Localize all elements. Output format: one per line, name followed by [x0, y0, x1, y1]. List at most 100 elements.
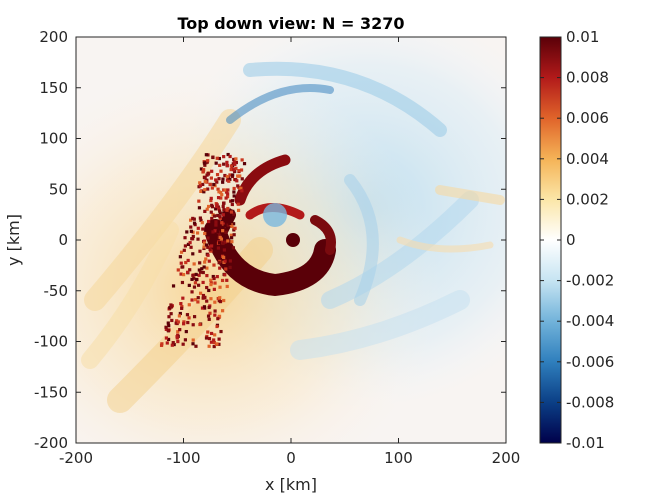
particle [189, 229, 194, 233]
particle [216, 196, 221, 200]
particle [218, 215, 222, 219]
particle [178, 255, 182, 259]
particle [180, 280, 185, 285]
y-tick-label: 50 [49, 180, 68, 198]
particle [217, 190, 221, 194]
particle [165, 341, 169, 345]
particle [226, 188, 230, 192]
particle [226, 192, 230, 196]
particle [193, 281, 197, 285]
particle [213, 281, 217, 285]
particle [206, 204, 211, 209]
particle [201, 270, 205, 275]
colorbar-tick-label: 0.01 [566, 28, 599, 46]
particle [218, 241, 222, 245]
particle [215, 342, 219, 346]
y-tick-label: 150 [39, 79, 68, 97]
particle [220, 278, 225, 283]
particle [211, 230, 215, 234]
particle [207, 288, 211, 293]
particle [229, 199, 233, 203]
particle [219, 190, 223, 195]
particle [233, 162, 237, 166]
particle [229, 233, 233, 237]
particle [220, 221, 224, 225]
particle [183, 338, 188, 342]
particle [192, 262, 196, 266]
y-tick-label: -50 [44, 282, 69, 300]
particle [201, 182, 205, 187]
particle [209, 210, 213, 214]
particle [216, 205, 220, 209]
particle [194, 272, 198, 277]
particle [212, 263, 216, 267]
y-tick-label: 0 [58, 231, 68, 249]
particle [164, 325, 168, 329]
particle [216, 317, 220, 321]
particle [234, 157, 238, 161]
colorbar-tick-label: 0.006 [566, 109, 609, 127]
particle [236, 202, 240, 206]
particle [190, 298, 194, 302]
particle [214, 223, 218, 227]
particle [217, 156, 221, 161]
particle [203, 231, 207, 236]
particle [215, 275, 219, 279]
particle [210, 169, 214, 173]
chart-title: Top down view: N = 3270 [178, 14, 405, 33]
particle [228, 221, 232, 226]
particle [218, 266, 222, 270]
colorbar-tick-label: -0.008 [566, 393, 614, 411]
particle [232, 222, 236, 226]
particle [204, 336, 209, 340]
particle [218, 211, 222, 215]
particle [191, 230, 195, 234]
y-tick-label: 200 [39, 28, 68, 46]
particle [227, 208, 232, 212]
particle [202, 245, 206, 249]
particle [210, 244, 214, 248]
particle [189, 218, 193, 222]
colorbar-ticks: -0.01 -0.008 -0.006 -0.004 -0.002 0 0.002 0.004… [540, 28, 614, 452]
eye [263, 203, 287, 227]
colorbar-tick-label: 0.004 [566, 150, 609, 168]
particle [191, 216, 195, 221]
particle [208, 247, 212, 251]
particle [203, 188, 207, 192]
particle [217, 314, 222, 318]
particle [176, 330, 180, 334]
particle [189, 245, 193, 249]
particle [198, 322, 202, 327]
particle [222, 188, 226, 192]
particle [209, 278, 213, 282]
particle [202, 305, 207, 309]
particle [209, 281, 213, 285]
particle [212, 338, 216, 342]
particle [209, 282, 213, 287]
particle [186, 242, 191, 246]
particle [169, 305, 174, 309]
particle [179, 302, 183, 306]
particle [179, 272, 183, 276]
particle [232, 157, 236, 162]
particle [202, 190, 206, 194]
particle [217, 299, 221, 303]
field-heatmap [76, 37, 506, 443]
particle [190, 290, 194, 294]
particle [202, 161, 207, 165]
particle [212, 344, 216, 349]
particle [198, 270, 203, 274]
particle [230, 202, 234, 207]
particle [186, 258, 190, 263]
particle [240, 177, 244, 181]
particle [237, 169, 241, 173]
particle [206, 219, 211, 224]
particle [218, 235, 222, 240]
particle [197, 206, 202, 210]
particle [197, 273, 201, 277]
particle [212, 182, 216, 187]
particle [188, 241, 192, 245]
particle [215, 204, 219, 209]
particle [232, 168, 236, 172]
